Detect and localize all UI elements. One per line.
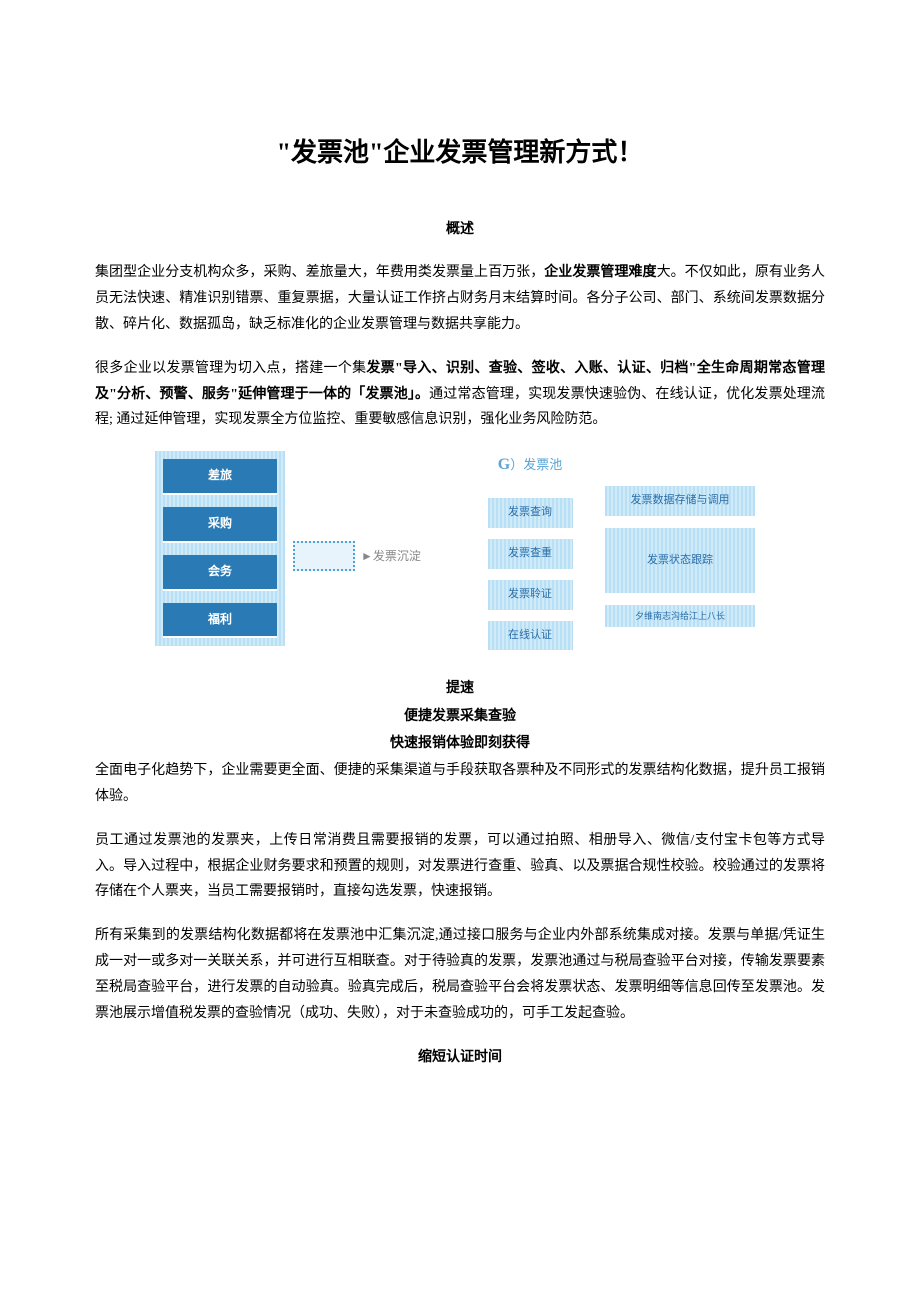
pool-functions-column: G）发票池 发票查询 发票查重 发票聆证 在线认证 xyxy=(460,451,600,661)
pool-title: ）发票池 xyxy=(510,457,562,472)
arrow-label: ►发票沉淀 xyxy=(361,546,421,568)
speedup-para2: 员工通过发票池的发票夹，上传日常消费且需要报销的发票，可以通过拍照、相册导入、微… xyxy=(95,828,825,906)
overview-para1: 集团型企业分支机构众多，采购、差旅量大，年费用类发票量上百万张，企业发票管理难度… xyxy=(95,260,825,338)
func-dedupe: 发票查重 xyxy=(488,539,573,569)
category-travel: 差旅 xyxy=(163,459,277,495)
feature-storage: 发票数据存储与调用 xyxy=(605,486,755,516)
speedup-para1: 全面电子化趋势下，企业需要更全面、便捷的采集渠道与手段获取各票种及不同形式的发票… xyxy=(95,758,825,810)
feature-analysis: 夕维南志沟给江上八长 xyxy=(605,605,755,627)
feature-tracking: 发票状态跟踪 xyxy=(605,528,755,593)
func-verify: 发票聆证 xyxy=(488,580,573,610)
document-title: "发票池"企业发票管理新方式！ xyxy=(95,130,825,177)
speedup-sub2: 快速报销体验即刻获得 xyxy=(95,731,825,756)
speedup-heading: 提速 xyxy=(95,676,825,701)
text-segment: 集团型企业分支机构众多，采购、差旅量大，年费用类发票量上百万张， xyxy=(95,265,544,280)
bold-text: 企业发票管理难度 xyxy=(544,265,656,280)
func-auth: 在线认证 xyxy=(488,621,573,651)
speedup-para3: 所有采集到的发票结构化数据都将在发票池中汇集沉淀,通过接口服务与企业内外部系统集… xyxy=(95,923,825,1027)
pool-header: G）发票池 xyxy=(460,451,600,480)
category-purchase: 采购 xyxy=(163,507,277,543)
func-query: 发票查询 xyxy=(488,498,573,528)
category-welfare: 福利 xyxy=(163,603,277,639)
flow-arrow: ►发票沉淀 xyxy=(293,541,421,571)
category-meeting: 会务 xyxy=(163,555,277,591)
invoice-pool-diagram: 差旅 采购 会务 福利 ►发票沉淀 G）发票池 发票查询 发票查重 发票聆证 在… xyxy=(155,451,825,651)
left-category-panel: 差旅 采购 会务 福利 xyxy=(155,451,285,646)
dotted-connector xyxy=(293,541,355,571)
overview-para2: 很多企业以发票管理为切入点，搭建一个集发票"导入、识别、查验、签收、入账、认证、… xyxy=(95,356,825,434)
pool-features-column: 发票数据存储与调用 发票状态跟踪 夕维南志沟给江上八长 xyxy=(605,486,755,639)
overview-heading: 概述 xyxy=(95,217,825,242)
text-segment: 很多企业以发票管理为切入点，搭建一个集 xyxy=(95,361,366,376)
shorten-heading: 缩短认证时间 xyxy=(95,1045,825,1070)
speedup-sub1: 便捷发票采集查验 xyxy=(95,704,825,729)
pool-g-label: G xyxy=(498,456,510,473)
